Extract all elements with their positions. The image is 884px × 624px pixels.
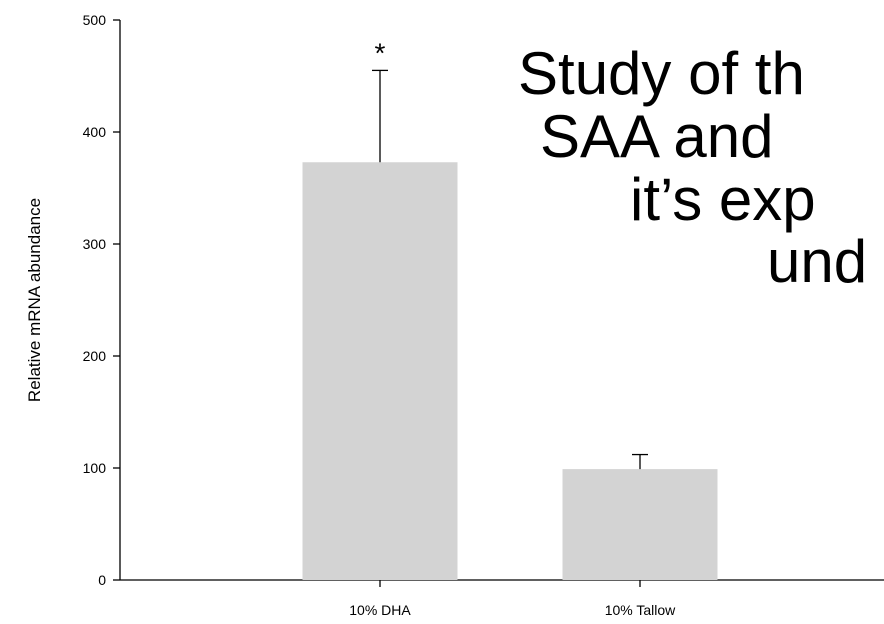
y-tick-label: 300 (83, 236, 107, 252)
significance-marker: * (375, 37, 386, 68)
bar (562, 469, 718, 580)
labels: Relative mRNA abundance 10% DHA * 10% Tallo… (25, 37, 676, 618)
axes: 0 100 200 300 400 500 (83, 12, 884, 588)
slide-title-line-4: und (767, 228, 868, 295)
bars (302, 69, 718, 581)
y-axis-title: Relative mRNA abundance (25, 198, 44, 402)
bar (302, 162, 458, 581)
y-tick-label: 400 (83, 124, 107, 140)
slide-title-line-2: SAA and (540, 103, 774, 170)
y-tick-label: 200 (83, 348, 107, 364)
y-tick-label: 100 (83, 460, 107, 476)
slide-title-line-1: Study of th (518, 40, 805, 107)
y-tick-label: 500 (83, 12, 107, 28)
slide-title-line-3: it’s exp (630, 166, 816, 233)
x-tick-label: 10% Tallow (605, 602, 676, 618)
y-tick-label: 0 (98, 572, 106, 588)
x-tick-label: 10% DHA (349, 602, 411, 618)
